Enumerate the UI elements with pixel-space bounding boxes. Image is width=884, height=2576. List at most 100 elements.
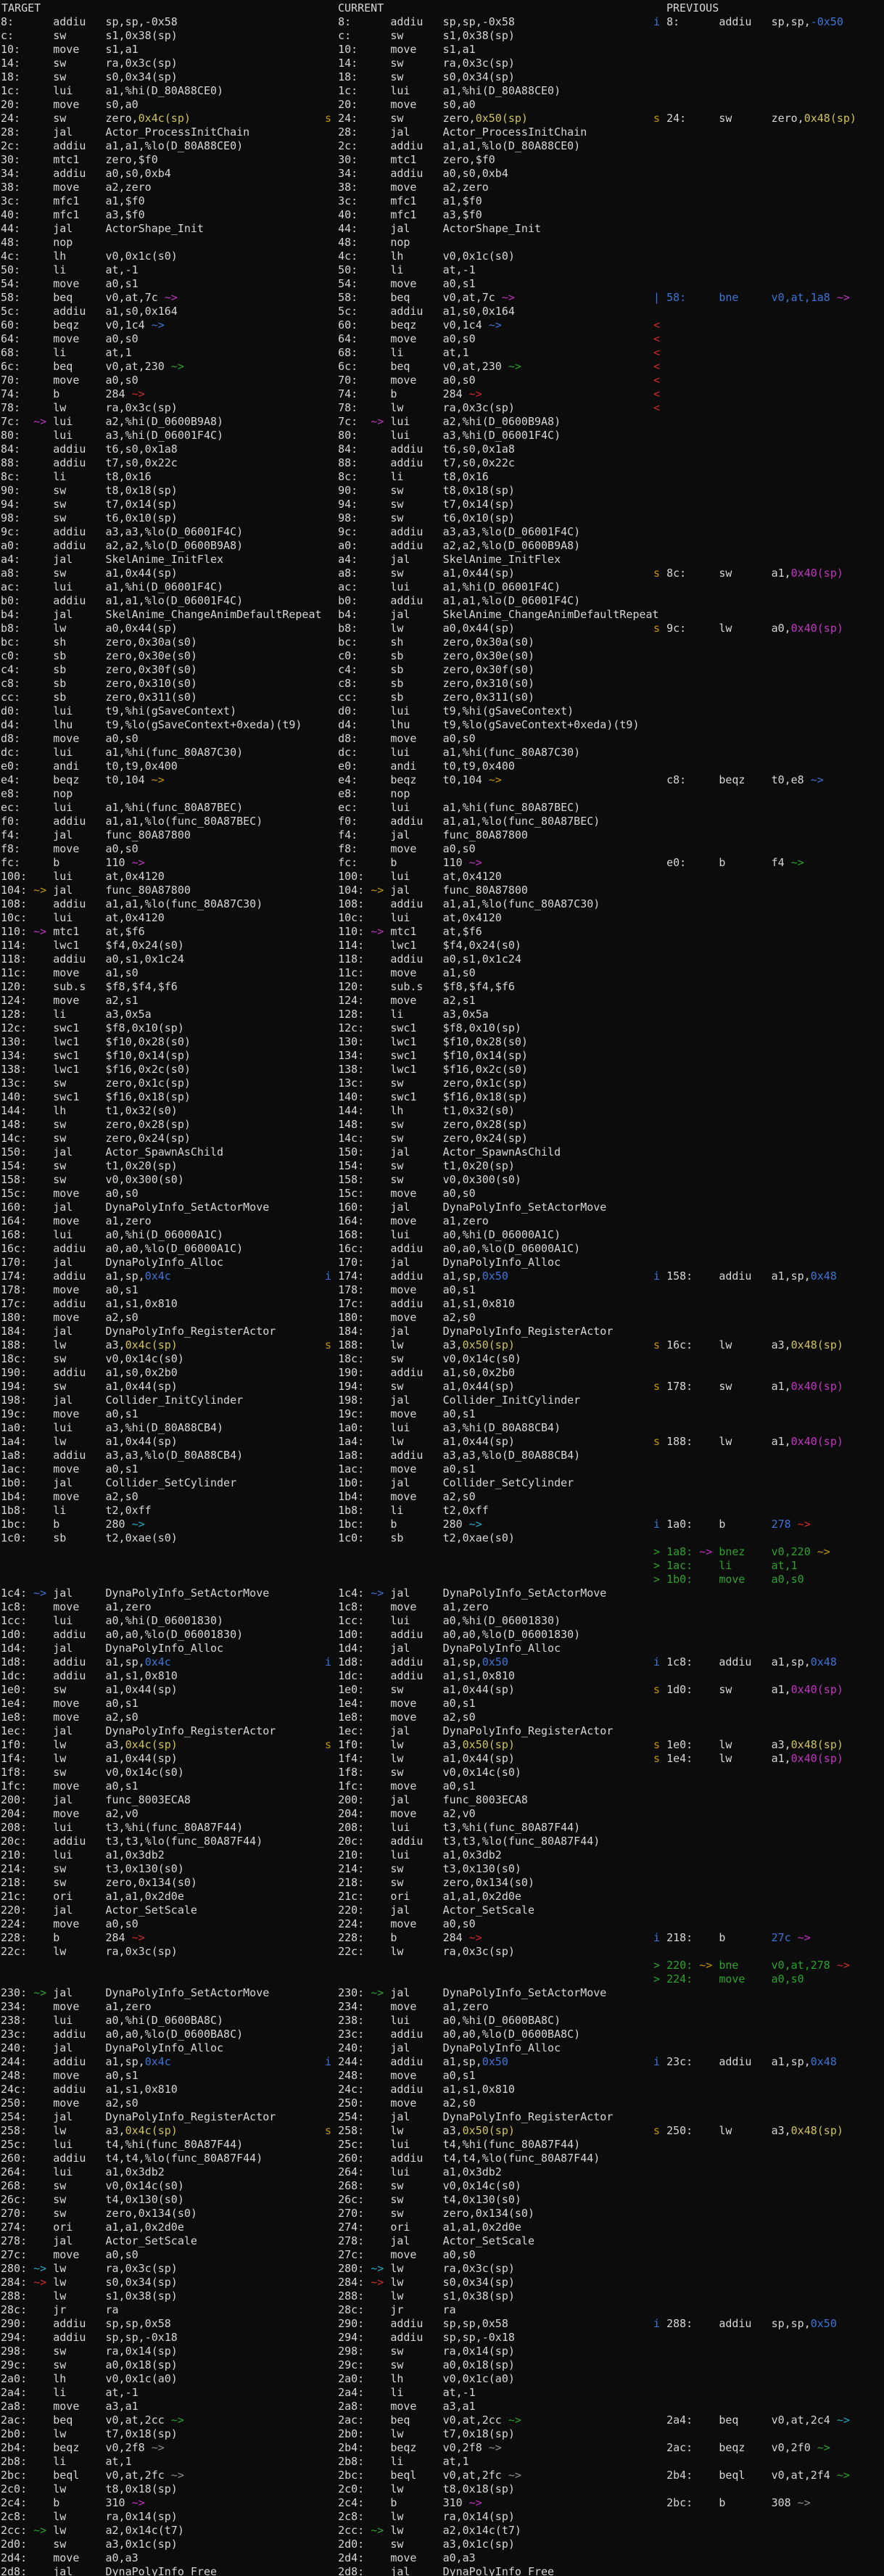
asm-text: 1f0: (338, 1738, 371, 1751)
asm-text-highlight: ~> (164, 360, 184, 373)
asm-text: addiu (390, 1628, 443, 1641)
asm-text-highlight: 0x48(sp) (790, 2124, 843, 2137)
asm-text: sw (390, 2179, 443, 2192)
asm-text (371, 1766, 390, 1779)
asm-text (371, 1352, 390, 1365)
asm-text: a1,a1,%lo(func_80A87BEC) (442, 815, 600, 828)
asm-text: 2a8: (338, 2400, 371, 2413)
previous-cell: < (653, 401, 666, 415)
asm-text: ra,0x3c(sp) (105, 401, 178, 414)
asm-text: 110: (1, 925, 34, 938)
column-header-previous: PREVIOUS (666, 1, 719, 15)
asm-text (325, 15, 338, 28)
current-cell: 40: mfc1 a3,$f0 (325, 208, 482, 222)
asm-text: a1,0x44(sp) (105, 1380, 178, 1393)
asm-text: lui (390, 704, 443, 717)
asm-text: a0,s0 (442, 732, 476, 745)
asm-text (33, 1669, 53, 1682)
asm-text: 24c: (338, 2083, 371, 2096)
asm-text (371, 2510, 390, 2523)
asm-row: 134: swc1 $f10,0x14(sp) 134: swc1 $f10,0… (0, 1049, 884, 1063)
asm-text: 25c: (1, 2138, 34, 2151)
asm-text: b (390, 1931, 443, 1944)
asm-text (325, 125, 338, 139)
asm-row: 228: b 284 ~> 228: b 284 ~> i 218: b 27c … (0, 1931, 884, 1945)
current-cell: 23c: addiu a0,a0,%lo(D_0600BA8C) (325, 2028, 580, 2041)
current-cell: 240: jal DynaPolyInfo_Alloc (325, 2041, 561, 2055)
current-cell: 54: move a0,s1 (325, 277, 476, 291)
asm-text (371, 1793, 390, 1806)
asm-text: move (390, 1283, 443, 1296)
asm-text (33, 952, 53, 966)
target-cell: 194: sw a1,0x44(sp) (1, 1380, 178, 1394)
target-cell: 128: li a3,0x5a (1, 1008, 152, 1021)
current-cell: 2cc: ~> lw a2,0x14c(t7) (325, 2524, 521, 2538)
asm-text: 5c: (1, 305, 34, 318)
asm-text: a1, (771, 567, 791, 580)
asm-text: sub.s (390, 980, 443, 993)
asm-text: beq (53, 291, 106, 304)
asm-text: ori (390, 2221, 443, 2234)
asm-text (33, 1228, 53, 1241)
previous-cell: i 1c8: addiu a1,sp,0x48 (653, 1655, 837, 1669)
asm-text-highlight: 0x4c (144, 1270, 171, 1283)
asm-text: DynaPolyInfo_SetActorMove (442, 1201, 607, 1214)
asm-text: sw (390, 70, 443, 83)
asm-text: ra,0x14(sp) (105, 2510, 178, 2523)
asm-row: d4: lhu t9,%lo(gSaveContext+0xeda)(t9) d… (0, 718, 884, 732)
asm-text (33, 222, 53, 235)
asm-text: addiu (53, 1449, 106, 1462)
asm-text: ra (442, 2303, 456, 2316)
asm-text: 1f8: (338, 1766, 371, 1779)
asm-text: 308 (771, 2496, 791, 2509)
current-cell: 298: sw ra,0x14(sp) (325, 2345, 515, 2358)
asm-row: 2a4: li at,-1 2a4: li at,-1 (0, 2386, 884, 2400)
asm-text (325, 1490, 338, 1503)
asm-text: move (53, 1807, 106, 1820)
asm-row: 1bc: b 280 ~> 1bc: b 280 ~> i 1a0: b 278 … (0, 1518, 884, 1531)
asm-text (371, 84, 390, 97)
previous-cell: e0: b f4 ~> (653, 856, 804, 870)
asm-text: lw (53, 2482, 106, 2495)
asm-text (33, 828, 53, 841)
asm-text: 230: (1, 1986, 34, 1999)
asm-text: sb (390, 663, 443, 676)
asm-text-highlight: < (653, 332, 667, 345)
asm-text: 298: (1, 2345, 34, 2358)
asm-text (371, 1531, 390, 1544)
asm-text: move (390, 1711, 443, 1724)
asm-text (33, 1752, 53, 1765)
asm-row: 1cc: lui a0,%hi(D_06001830) 1cc: lui a0,… (0, 1614, 884, 1628)
current-cell: 5c: addiu a1,s0,0x164 (325, 305, 515, 318)
asm-text: a1,%hi(D_06001F4C) (105, 580, 224, 593)
asm-text (699, 1338, 719, 1351)
asm-text: sw (53, 29, 106, 42)
asm-text (325, 746, 338, 759)
asm-text: 208: (1, 1821, 34, 1834)
current-cell: 228: b 284 ~> (325, 1931, 482, 1945)
asm-text (371, 691, 390, 704)
target-cell: 44: jal ActorShape_Init (1, 222, 204, 236)
asm-text (325, 1917, 338, 1930)
asm-row: 15c: move a0,s0 15c: move a0,s0 (0, 1187, 884, 1201)
asm-text (325, 856, 338, 869)
asm-text: f4: (338, 828, 371, 841)
asm-text-highlight: ~> (371, 2276, 391, 2289)
asm-row: 74: b 284 ~> 74: b 284 ~> < (0, 387, 884, 401)
previous-cell: s 1e4: lw a1,0x40(sp) (653, 1752, 843, 1766)
asm-row: 194: sw a1,0x44(sp) 194: sw a1,0x44(sp) s… (0, 1380, 884, 1394)
asm-text: a2,s0 (105, 2096, 139, 2110)
asm-text: sw (390, 1380, 443, 1393)
asm-text: 1ec: (338, 1724, 371, 1737)
asm-text: 1f4: (1, 1752, 34, 1765)
asm-text-highlight: v0,220 (771, 1545, 811, 1558)
target-cell: 34: addiu a0,s0,0xb4 (1, 167, 171, 181)
asm-text (33, 1297, 53, 1310)
asm-text: a0: (338, 539, 371, 552)
asm-text (33, 2096, 53, 2110)
current-cell: 18c: sw v0,0x14c(s0) (325, 1352, 521, 1366)
asm-text (371, 2138, 390, 2151)
asm-text: beq (390, 291, 443, 304)
asm-text: 1b0: (338, 1476, 371, 1489)
asm-text: t4,0x130(s0) (442, 2193, 521, 2206)
